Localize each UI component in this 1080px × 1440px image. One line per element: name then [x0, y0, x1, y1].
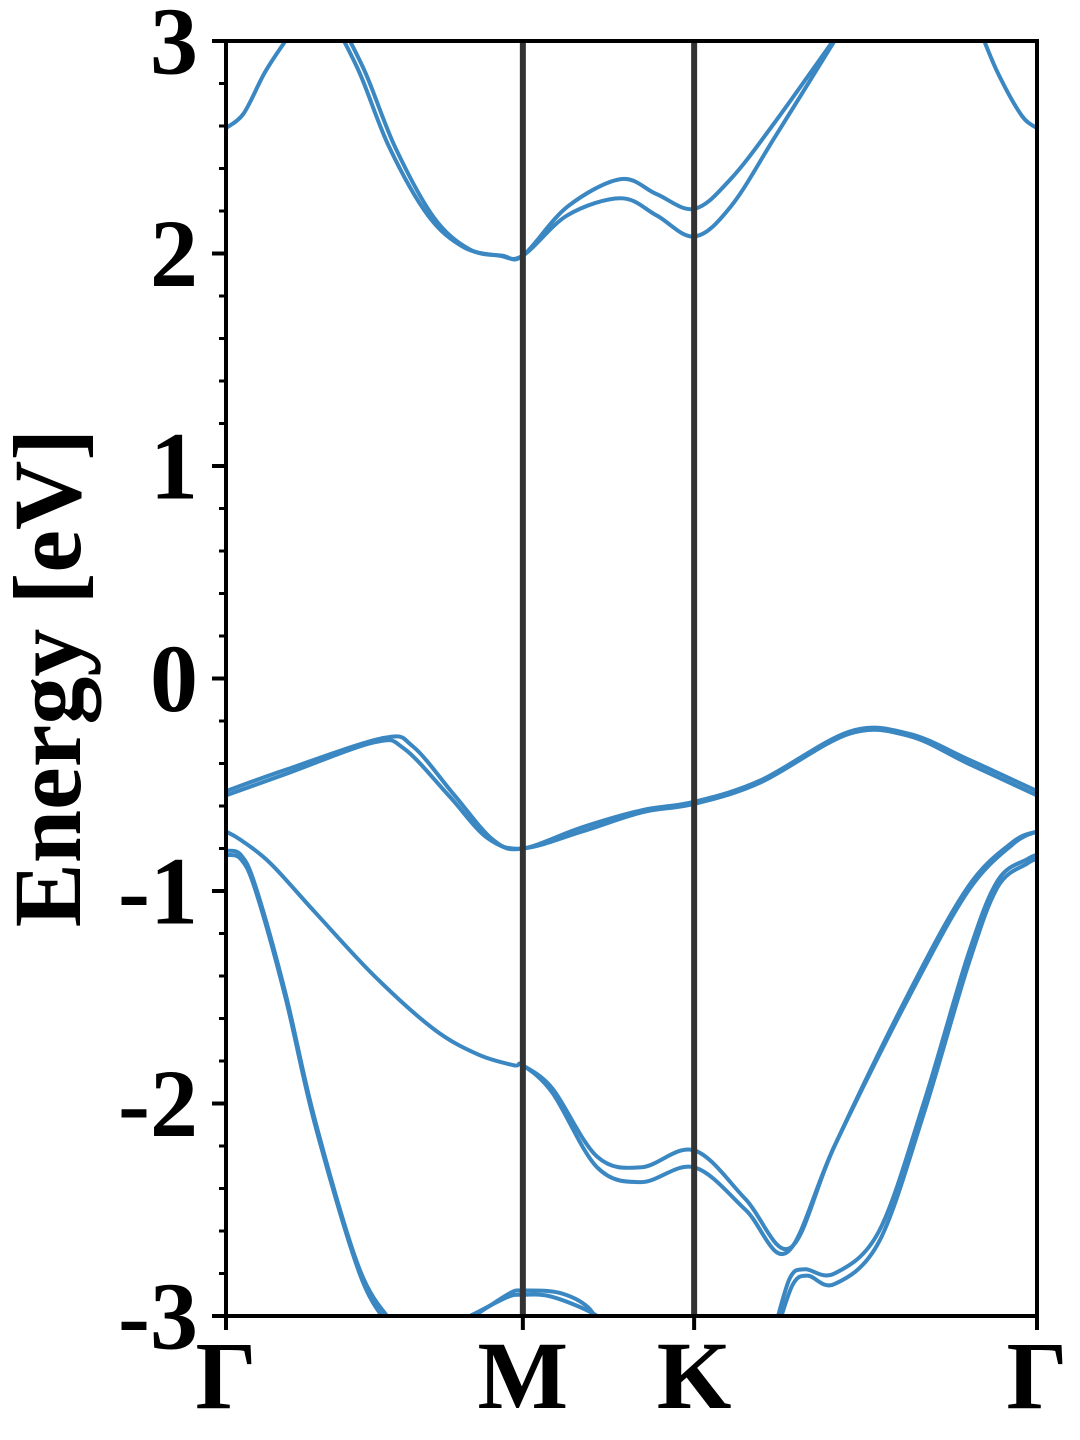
band-line-9 — [226, 852, 385, 1316]
band-line-4 — [982, 41, 1037, 131]
x-tick-label: M — [478, 1322, 569, 1429]
y-axis-title: Energy [eV] — [0, 429, 101, 928]
x-tick-label: Γ — [195, 1322, 256, 1429]
bands — [226, 41, 1037, 1316]
band-line-3 — [347, 41, 836, 262]
band-line-6 — [226, 725, 1037, 852]
x-ticks — [224, 1316, 1039, 1330]
y-tick-label: 2 — [150, 200, 198, 307]
band-line-1 — [226, 41, 288, 131]
band-line-8 — [520, 829, 1037, 1252]
band-line-7 — [226, 829, 1037, 1257]
band-line-13 — [776, 852, 1037, 1316]
y-tick-label: -2 — [118, 1050, 198, 1157]
band-line-2 — [341, 41, 837, 261]
y-tick-label: 1 — [150, 413, 198, 520]
band-line-10 — [226, 848, 390, 1316]
y-tick-label: -1 — [118, 838, 198, 945]
y-tick-labels: 3 2 1 0 -1 -2 -3 — [118, 0, 198, 1370]
y-tick-label: -3 — [118, 1263, 198, 1370]
high-symmetry-lines — [519, 41, 698, 1316]
x-tick-label: K — [657, 1322, 732, 1429]
y-tick-label: 0 — [150, 625, 198, 732]
band-line-14 — [779, 857, 1037, 1316]
x-tick-label: Γ — [1006, 1322, 1067, 1429]
y-tick-label: 3 — [150, 0, 198, 95]
y-ticks — [212, 39, 226, 1318]
plot-area — [212, 39, 1039, 1330]
